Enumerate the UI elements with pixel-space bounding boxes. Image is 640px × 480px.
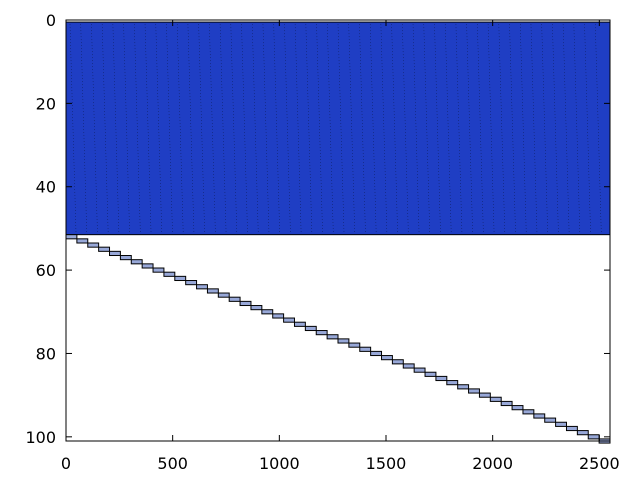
diagonal-block <box>468 388 480 394</box>
x-tick-label: 1000 <box>259 454 300 473</box>
diagonal-block <box>315 330 328 336</box>
y-tick-labels: 0 20 40 60 80 100 <box>25 11 56 447</box>
diagonal-block <box>576 430 589 436</box>
diagonal-block <box>272 313 285 319</box>
x-tick-label: 0 <box>61 454 71 473</box>
x-tick-label: 2000 <box>472 454 513 473</box>
y-tick-label: 100 <box>25 428 56 447</box>
diagonal-block <box>500 400 513 407</box>
diagonal-block <box>250 305 263 311</box>
y-tick-label: 80 <box>36 344 56 363</box>
diagonal-block <box>457 384 470 390</box>
diagonal-block <box>87 242 100 248</box>
y-tick-label: 20 <box>36 94 56 113</box>
diagonal-block <box>478 392 491 398</box>
diagonal-block <box>163 271 176 277</box>
y-tick-label: 0 <box>46 11 56 30</box>
plot-frame <box>65 19 611 442</box>
diagonal-block <box>446 380 459 386</box>
diagonal-block <box>435 375 448 382</box>
diagonal-block <box>293 321 306 327</box>
diagonal-block <box>152 267 165 273</box>
diagonal-block <box>98 246 111 252</box>
diagonal-block <box>337 338 350 344</box>
diagonal-block <box>391 359 404 365</box>
diagonal-block <box>511 405 524 411</box>
diagonal-block <box>402 363 415 369</box>
diagonal-block <box>65 234 78 240</box>
diagonal-block <box>185 280 198 286</box>
diagonal-block <box>76 238 89 244</box>
diagonal-blocks <box>65 234 611 444</box>
diagonal-block <box>370 350 383 357</box>
diagonal-block <box>348 342 361 348</box>
y-tick-label: 40 <box>36 178 56 197</box>
dense-block <box>65 21 611 236</box>
diagonal-block <box>141 263 154 269</box>
diagonal-block <box>555 421 567 427</box>
diagonal-block <box>326 334 339 340</box>
diagonal-block <box>522 409 535 415</box>
axis-ticks <box>65 19 610 441</box>
diagonal-block <box>381 355 393 361</box>
diagonal-block <box>565 425 578 432</box>
diagonal-block <box>119 255 132 261</box>
x-tick-label: 500 <box>157 454 188 473</box>
diagonal-block <box>217 292 230 298</box>
diagonal-block <box>239 300 252 307</box>
diagonal-block <box>424 371 437 377</box>
diagonal-block <box>533 413 546 419</box>
diagonal-block <box>109 250 121 257</box>
diagonal-block <box>196 284 208 290</box>
diagonal-block <box>228 296 241 302</box>
diagonal-block <box>304 325 317 332</box>
y-tick-label: 60 <box>36 261 56 280</box>
diagonal-block <box>283 317 295 323</box>
diagonal-block <box>587 434 600 440</box>
diagonal-block <box>206 288 219 294</box>
diagonal-block <box>261 309 274 315</box>
diagonal-block <box>174 275 187 282</box>
x-tick-labels: 0 500 1000 1500 2000 2500 <box>61 454 620 473</box>
diagonal-block <box>130 259 143 265</box>
x-tick-label: 1500 <box>366 454 407 473</box>
diagonal-block <box>544 417 557 423</box>
plot-area <box>65 21 611 444</box>
diagonal-block <box>413 367 426 373</box>
diagonal-block <box>489 396 502 402</box>
diagonal-block <box>359 346 372 352</box>
x-tick-label: 2500 <box>579 454 620 473</box>
